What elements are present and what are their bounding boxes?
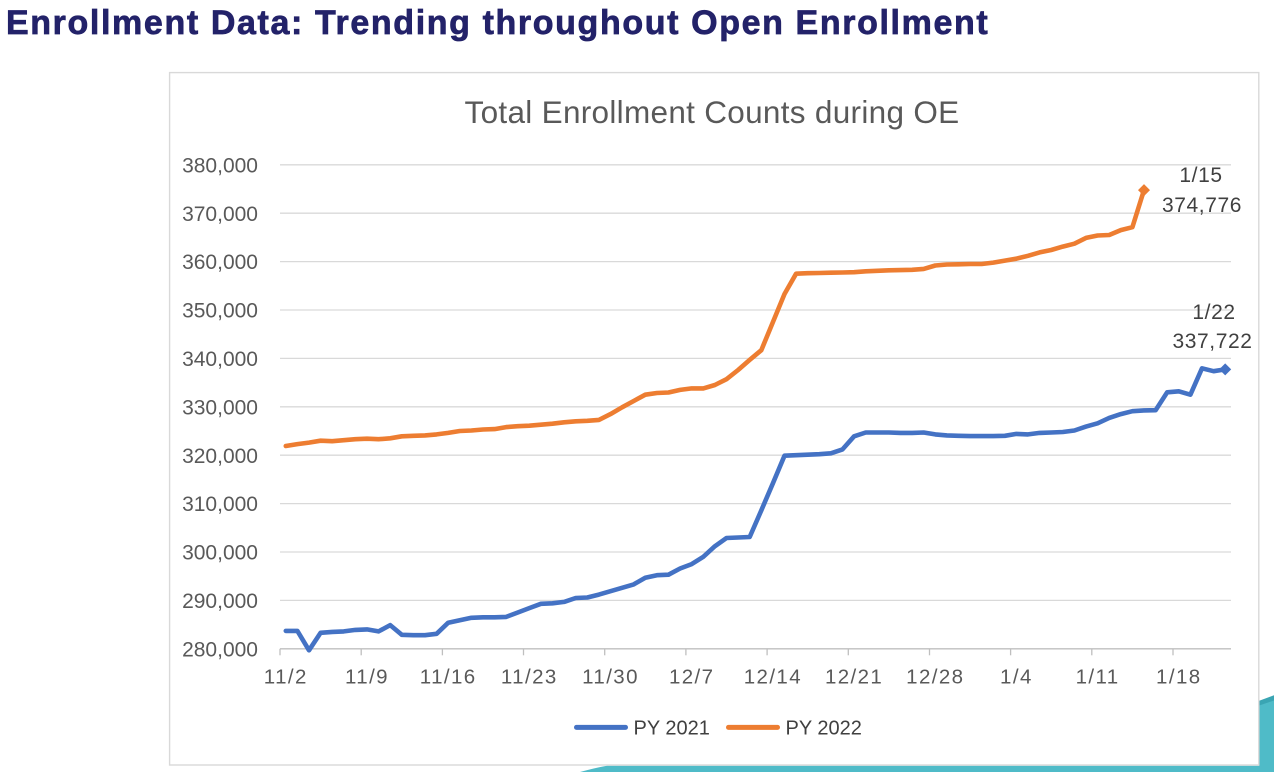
- svg-text:12/7: 12/7: [669, 666, 715, 689]
- svg-text:PY 2021: PY 2021: [634, 717, 710, 739]
- svg-text:360,000: 360,000: [182, 251, 258, 274]
- svg-text:11/16: 11/16: [420, 666, 477, 689]
- svg-text:12/14: 12/14: [744, 666, 802, 689]
- svg-text:11/2: 11/2: [264, 666, 308, 689]
- svg-text:320,000: 320,000: [182, 445, 258, 468]
- svg-text:1/18: 1/18: [1156, 666, 1202, 689]
- svg-text:1/11: 1/11: [1076, 666, 1120, 689]
- svg-text:1/15: 1/15: [1179, 164, 1222, 187]
- svg-text:310,000: 310,000: [182, 493, 258, 516]
- svg-text:11/30: 11/30: [582, 666, 639, 689]
- svg-text:374,776: 374,776: [1162, 194, 1242, 217]
- svg-text:380,000: 380,000: [182, 154, 258, 177]
- svg-text:11/9: 11/9: [345, 666, 389, 689]
- svg-text:350,000: 350,000: [182, 300, 258, 323]
- svg-text:330,000: 330,000: [182, 396, 258, 419]
- svg-text:370,000: 370,000: [182, 203, 258, 226]
- svg-text:11/23: 11/23: [501, 666, 558, 689]
- svg-text:PY 2022: PY 2022: [786, 717, 862, 739]
- svg-text:Total Enrollment Counts during: Total Enrollment Counts during OE: [465, 94, 960, 130]
- svg-text:340,000: 340,000: [182, 348, 258, 371]
- svg-text:12/21: 12/21: [825, 666, 883, 689]
- svg-text:290,000: 290,000: [182, 590, 258, 613]
- svg-text:12/28: 12/28: [906, 666, 964, 689]
- svg-text:280,000: 280,000: [182, 638, 258, 661]
- svg-text:1/22: 1/22: [1192, 301, 1235, 324]
- svg-text:300,000: 300,000: [182, 542, 258, 565]
- svg-text:337,722: 337,722: [1172, 330, 1252, 353]
- svg-text:1/4: 1/4: [1000, 666, 1033, 689]
